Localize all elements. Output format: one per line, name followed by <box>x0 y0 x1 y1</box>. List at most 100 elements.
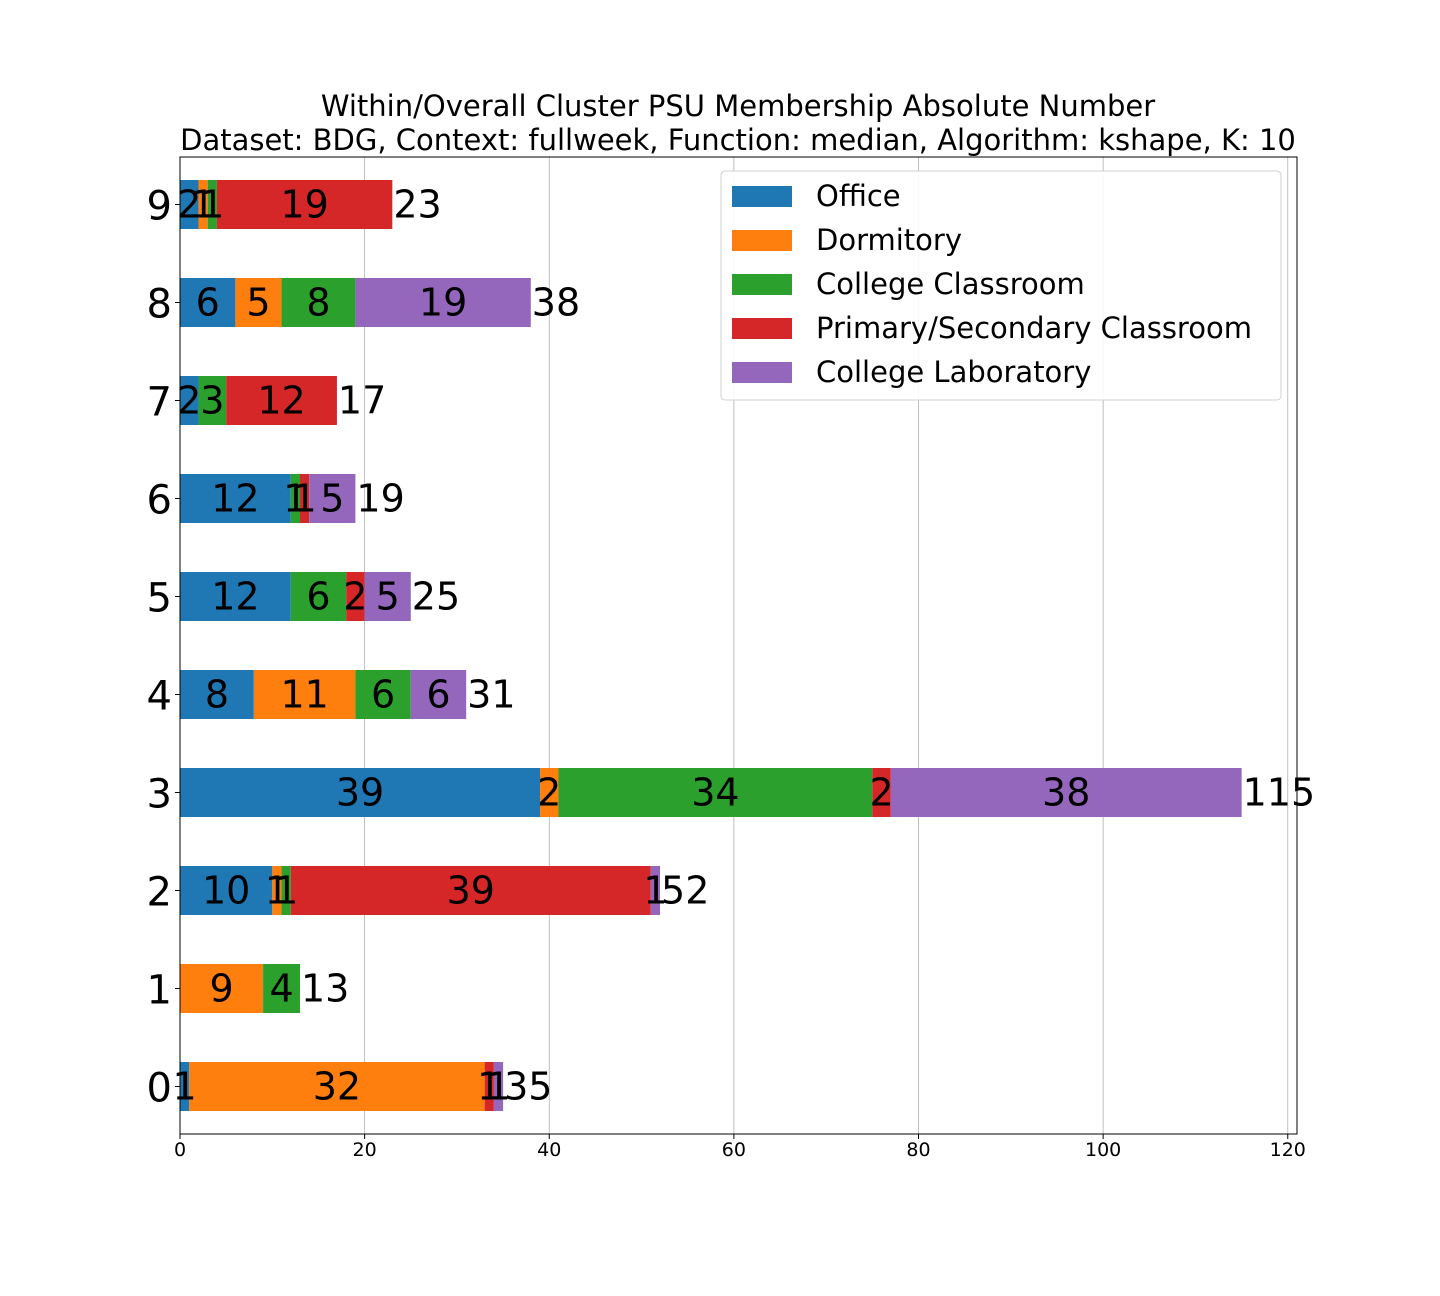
plot-frame <box>179 156 1298 1135</box>
bar-segment <box>346 572 365 621</box>
bars <box>180 180 1242 1111</box>
y-tick-label: 4 <box>147 674 172 720</box>
bar-segment <box>650 866 661 915</box>
segment-label: 6 <box>196 281 220 325</box>
bar-segment <box>226 376 337 425</box>
bar-segment <box>180 670 254 719</box>
segment-label: 2 <box>869 771 893 815</box>
segment-label: 9 <box>209 967 233 1011</box>
bar-segment <box>189 1062 485 1111</box>
legend-label: Primary/Secondary Classroom <box>816 311 1252 345</box>
segment-label: 1 <box>283 477 307 521</box>
segment-label: 1 <box>274 869 298 913</box>
legend-label: College Classroom <box>816 267 1085 301</box>
x-tick-label: 80 <box>906 1139 930 1161</box>
segment-label: 5 <box>246 281 270 325</box>
legend-label: College Laboratory <box>816 355 1091 389</box>
total-label: 17 <box>338 379 386 423</box>
segment-label: 8 <box>306 281 330 325</box>
total-label: 19 <box>356 477 404 521</box>
y-tick-label: 5 <box>147 576 172 622</box>
segment-label: 11 <box>280 673 328 717</box>
y-tick-label: 6 <box>147 478 172 524</box>
legend-label: Dormitory <box>816 223 962 257</box>
y-tick-label: 1 <box>147 968 172 1014</box>
bar-segment <box>364 572 411 621</box>
segment-label: 1 <box>265 869 289 913</box>
x-tick-label: 100 <box>1085 1139 1121 1161</box>
segment-label: 2 <box>537 771 561 815</box>
total-label: 52 <box>661 869 709 913</box>
bar-segment <box>300 474 310 523</box>
segment-label: 19 <box>419 281 467 325</box>
x-tick-label: 20 <box>353 1139 377 1161</box>
bar-segment <box>558 768 873 817</box>
chart-title: Within/Overall Cluster PSU Membership Ab… <box>321 89 1155 123</box>
segment-labels: 1 32 119 410 11 39 139 2 34 2 388 11 6 612 6 2 512 11 523 1… <box>173 183 1091 1109</box>
total-label: 13 <box>301 967 349 1011</box>
total-label: 35 <box>504 1065 552 1109</box>
segment-label: 1 <box>293 477 317 521</box>
legend-swatch <box>732 230 792 251</box>
bar-segment <box>198 376 227 425</box>
segment-label: 1 <box>643 869 667 913</box>
x-tick-label: 40 <box>537 1139 561 1161</box>
total-label: 23 <box>393 183 441 227</box>
bar-segment <box>180 278 236 327</box>
segment-label: 1 <box>477 1065 501 1109</box>
bar-segment <box>207 180 217 229</box>
legend-swatch <box>732 186 792 207</box>
bar-segment <box>180 768 541 817</box>
segment-label: 2 <box>177 379 201 423</box>
segment-label: 10 <box>202 869 250 913</box>
bar-segment <box>290 866 651 915</box>
legend-box <box>720 170 1282 401</box>
y-tick-label: 3 <box>147 772 172 818</box>
bar-segment <box>180 572 291 621</box>
segment-label: 8 <box>205 673 229 717</box>
segment-label: 39 <box>447 869 495 913</box>
bar-segment <box>410 670 467 719</box>
x-tick-label: 120 <box>1270 1139 1306 1161</box>
chart-subtitle: Dataset: BDG, Context: fullweek, Functio… <box>180 123 1296 157</box>
bar-segment <box>309 474 356 523</box>
legend-label: Office <box>816 179 901 213</box>
segment-label: 12 <box>257 379 305 423</box>
segment-label: 6 <box>426 673 450 717</box>
legend: Office Dormitory College Classroom Primary/… <box>720 170 1282 401</box>
y-tick-label: 2 <box>147 870 172 916</box>
bar-segment <box>872 768 891 817</box>
bar-segment <box>493 1062 504 1111</box>
segment-label: 2 <box>343 575 367 619</box>
x-tick-label: 0 <box>174 1139 186 1161</box>
segment-label: 1 <box>200 183 224 227</box>
bar-segment <box>540 768 559 817</box>
total-label: 31 <box>467 673 515 717</box>
segment-label: 38 <box>1042 771 1090 815</box>
segment-label: 19 <box>280 183 328 227</box>
segment-label: 1 <box>486 1065 510 1109</box>
y-axis-ticks: 0 1 2 3 4 5 6 7 8 9 <box>147 184 180 1112</box>
segment-label: 12 <box>211 575 259 619</box>
bar-segment <box>216 180 393 229</box>
total-label: 25 <box>412 575 460 619</box>
bar-segment <box>290 474 301 523</box>
segment-label: 2 <box>177 183 201 227</box>
x-tick-label: 60 <box>722 1139 746 1161</box>
bar-segment <box>253 670 356 719</box>
y-tick-label: 9 <box>147 184 172 230</box>
bar-segment <box>890 768 1242 817</box>
x-axis-ticks: 0 20 40 60 80 100 120 <box>174 1134 1306 1161</box>
bar-segment <box>290 572 347 621</box>
y-tick-label: 8 <box>147 282 172 328</box>
segment-label: 6 <box>371 673 395 717</box>
segment-label: 4 <box>269 967 293 1011</box>
segment-label: 34 <box>691 771 739 815</box>
segment-label: 1 <box>191 183 215 227</box>
bar-segment <box>281 866 291 915</box>
bar-segment <box>272 866 282 915</box>
bar-segment <box>355 670 411 719</box>
legend-swatch <box>732 274 792 295</box>
